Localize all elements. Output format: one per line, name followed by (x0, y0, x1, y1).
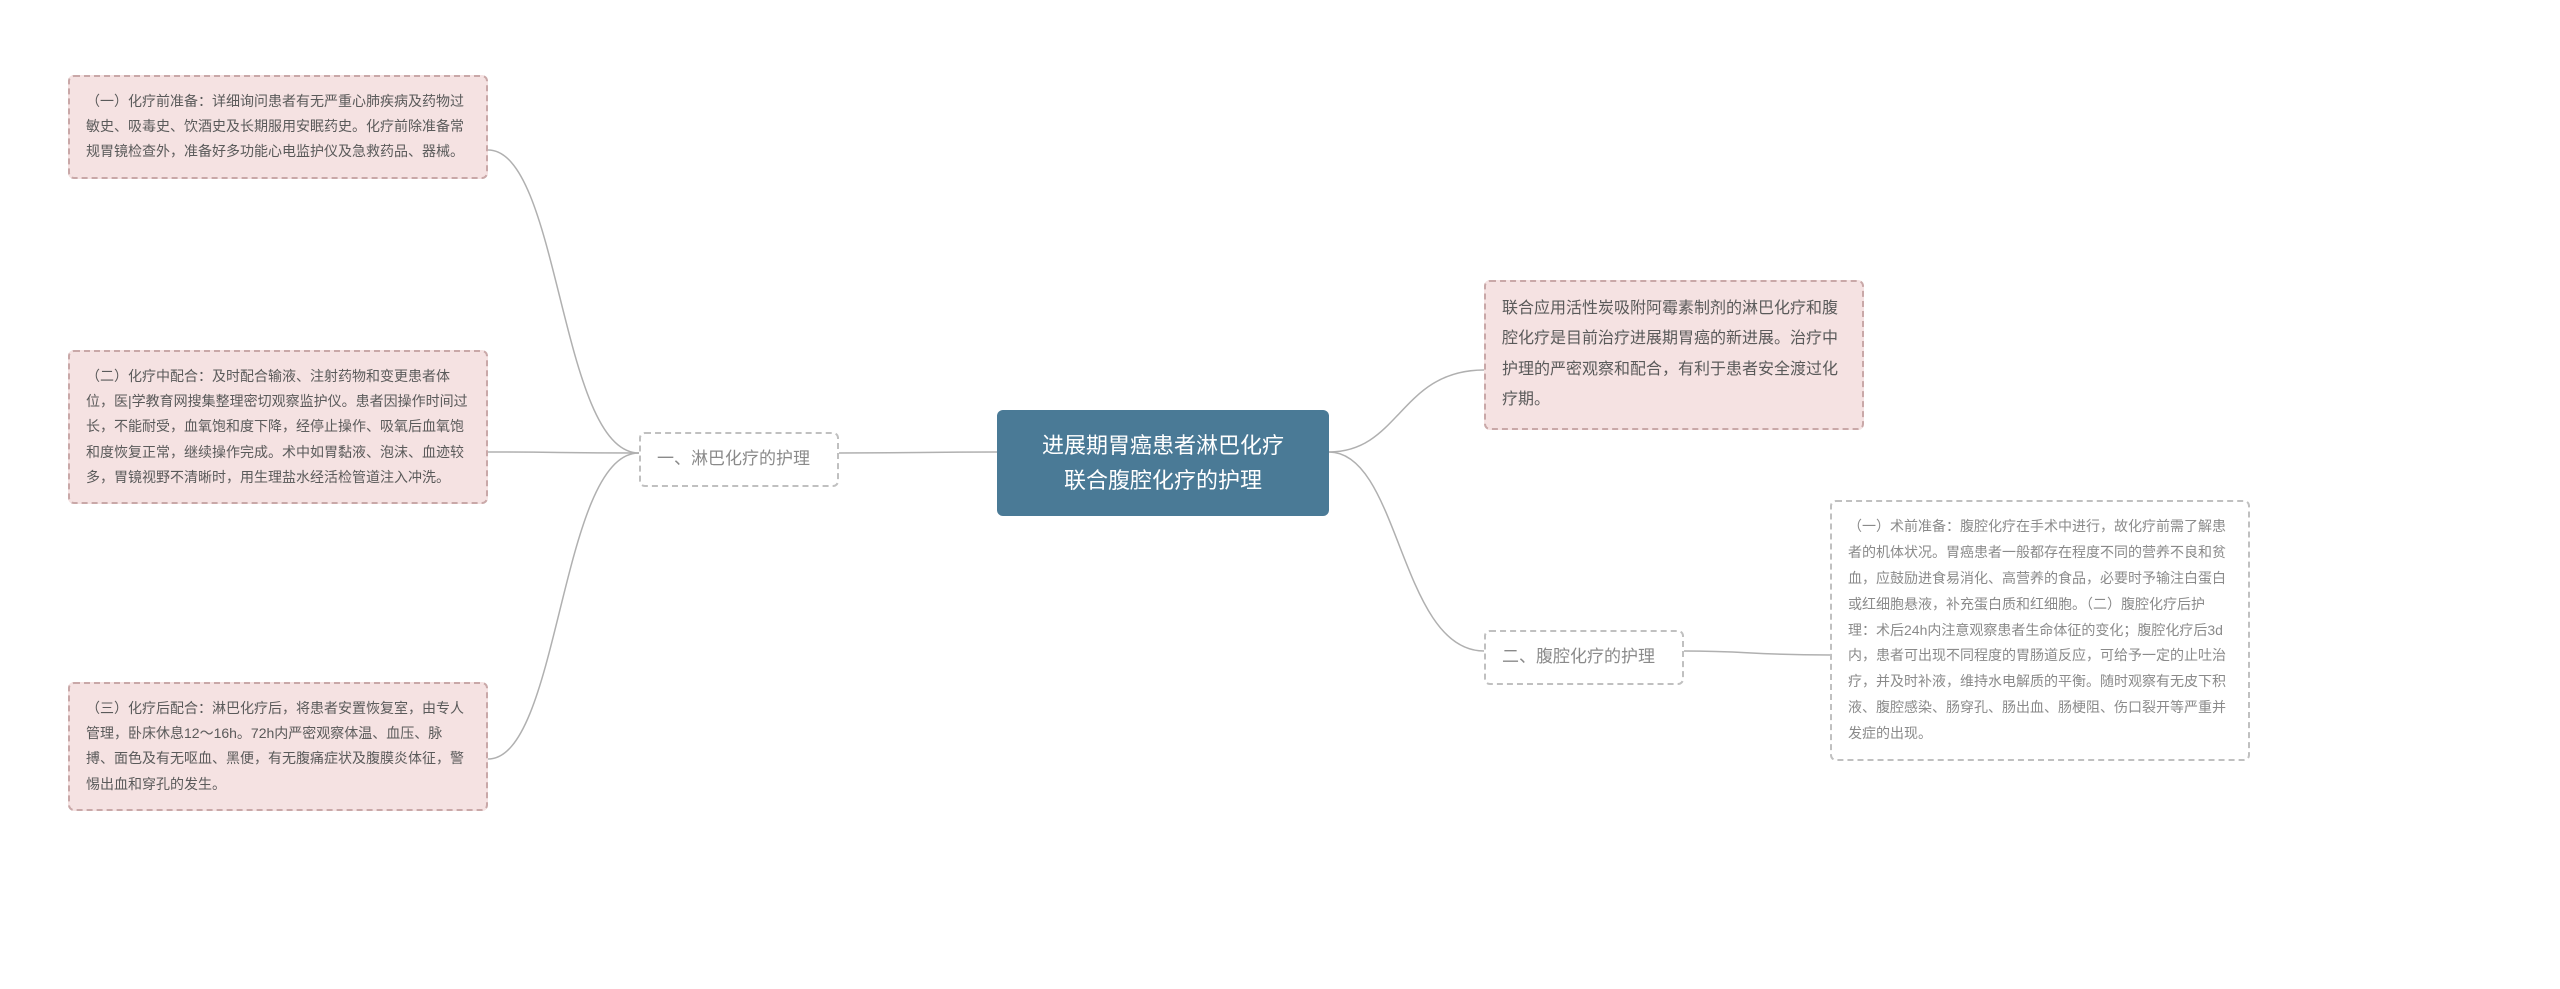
connector (488, 453, 639, 759)
right-top-text: 联合应用活性炭吸附阿霉素制剂的淋巴化疗和腹腔化疗是目前治疗进展期胃癌的新进展。治… (1502, 300, 1838, 408)
connector (1684, 651, 1830, 655)
connector (1329, 370, 1484, 452)
right-branch-label: 二、腹腔化疗的护理 (1502, 647, 1655, 666)
connector (488, 452, 639, 453)
center-node: 进展期胃癌患者淋巴化疗 联合腹腔化疗的护理 (997, 410, 1329, 516)
right-leaf-text: （一）术前准备：腹腔化疗在手术中进行，故化疗前需了解患者的机体状况。胃癌患者一般… (1848, 518, 2226, 741)
left-leaf-2-node: （二）化疗中配合：及时配合输液、注射药物和变更患者体位，医|学教育网搜集整理密切… (68, 350, 488, 504)
left-branch-label: 一、淋巴化疗的护理 (657, 449, 810, 468)
center-title-line1: 进展期胃癌患者淋巴化疗 (1021, 428, 1305, 463)
left-leaf-1-node: （一）化疗前准备：详细询问患者有无严重心肺疾病及药物过敏史、吸毒史、饮酒史及长期… (68, 75, 488, 179)
left-branch-node: 一、淋巴化疗的护理 (639, 432, 839, 487)
center-title-line2: 联合腹腔化疗的护理 (1021, 463, 1305, 498)
connector (1329, 452, 1484, 651)
left-leaf-1-text: （一）化疗前准备：详细询问患者有无严重心肺疾病及药物过敏史、吸毒史、饮酒史及长期… (86, 93, 464, 159)
right-top-summary: 联合应用活性炭吸附阿霉素制剂的淋巴化疗和腹腔化疗是目前治疗进展期胃癌的新进展。治… (1484, 280, 1864, 430)
connector (839, 452, 997, 453)
right-branch-node: 二、腹腔化疗的护理 (1484, 630, 1684, 685)
left-leaf-3-text: （三）化疗后配合：淋巴化疗后，将患者安置恢复室，由专人管理，卧床休息12～16h… (86, 700, 464, 792)
right-leaf-node: （一）术前准备：腹腔化疗在手术中进行，故化疗前需了解患者的机体状况。胃癌患者一般… (1830, 500, 2250, 761)
connector (488, 150, 639, 453)
left-leaf-3-node: （三）化疗后配合：淋巴化疗后，将患者安置恢复室，由专人管理，卧床休息12～16h… (68, 682, 488, 811)
left-leaf-2-text: （二）化疗中配合：及时配合输液、注射药物和变更患者体位，医|学教育网搜集整理密切… (86, 368, 468, 485)
